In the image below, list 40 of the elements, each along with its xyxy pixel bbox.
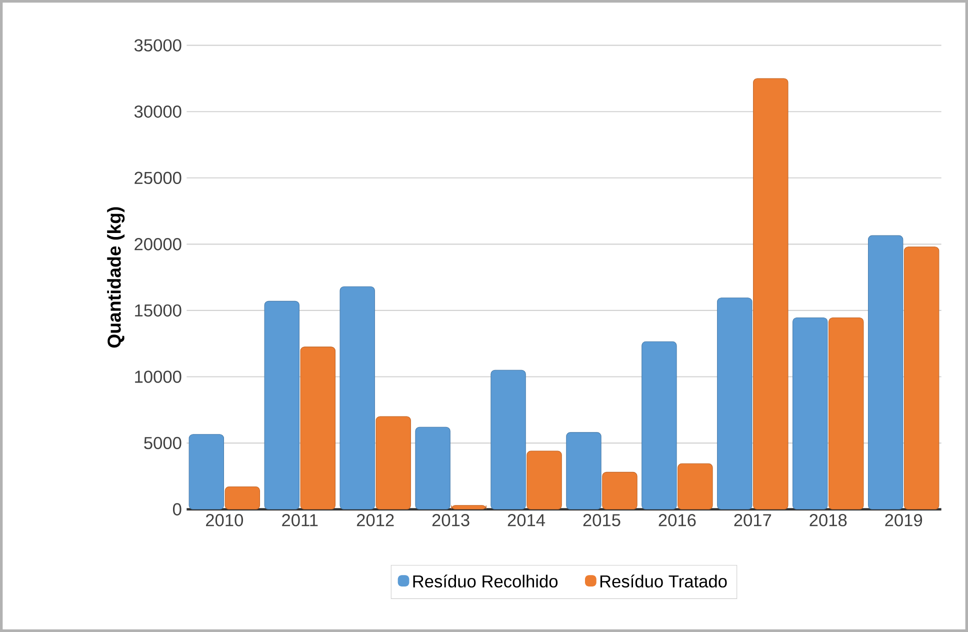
bar bbox=[792, 317, 828, 510]
x-tick-label: 2015 bbox=[583, 514, 620, 526]
bar bbox=[753, 78, 788, 510]
x-tick-label: 2017 bbox=[734, 514, 772, 526]
bar bbox=[717, 298, 752, 510]
legend-label: Resíduo Tratado bbox=[600, 574, 727, 588]
bar bbox=[868, 235, 904, 510]
bar bbox=[678, 463, 713, 510]
y-axis-title: Quantidade (kg) bbox=[107, 207, 125, 348]
x-tick-label: 2013 bbox=[432, 514, 470, 526]
bar bbox=[376, 416, 411, 510]
y-tick-label: 30000 bbox=[134, 105, 182, 118]
bar bbox=[300, 346, 336, 510]
x-tick-label: 2018 bbox=[810, 514, 847, 526]
bar bbox=[415, 426, 450, 510]
bar bbox=[224, 486, 260, 510]
x-tick-label: 2012 bbox=[356, 514, 394, 526]
y-tick-label: 25000 bbox=[134, 172, 182, 184]
y-tick-label: 15000 bbox=[135, 304, 182, 317]
bar bbox=[642, 341, 677, 510]
bar bbox=[904, 246, 940, 510]
x-tick-label: 2016 bbox=[658, 514, 696, 526]
bar bbox=[828, 317, 864, 510]
bar bbox=[490, 370, 526, 510]
bar bbox=[526, 450, 562, 510]
y-tick-label: 20000 bbox=[134, 238, 182, 250]
x-tick-label: 2011 bbox=[282, 514, 318, 526]
bar bbox=[340, 286, 375, 510]
bar bbox=[602, 472, 638, 510]
x-tick-label: 2014 bbox=[508, 514, 546, 526]
bar bbox=[566, 432, 602, 510]
x-tick-label: 2010 bbox=[206, 514, 244, 526]
y-tick-label: 0 bbox=[172, 503, 182, 516]
y-tick-label: 5000 bbox=[144, 436, 182, 450]
bar bbox=[188, 434, 224, 510]
x-tick-label: 2019 bbox=[885, 514, 922, 526]
bar bbox=[264, 300, 300, 510]
y-tick-label: 10000 bbox=[135, 370, 182, 383]
legend-label: Resíduo Recolhido bbox=[413, 574, 558, 588]
y-tick-label: 35000 bbox=[134, 39, 182, 52]
